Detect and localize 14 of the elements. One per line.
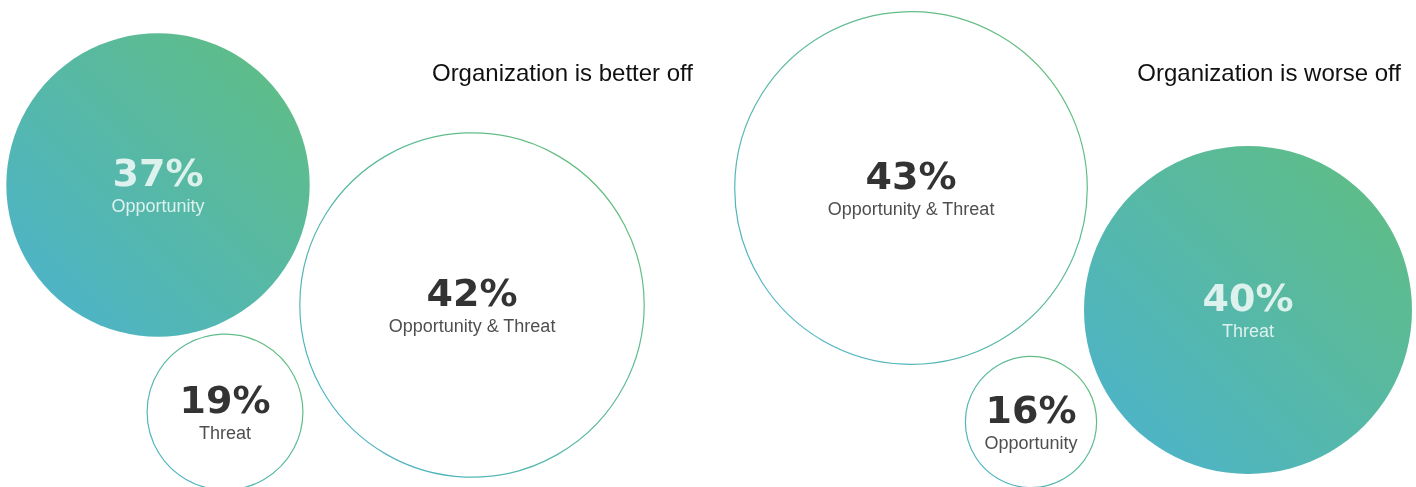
category-label: Opportunity (984, 433, 1078, 453)
text: Organization is worse off (1137, 58, 1402, 86)
data-label: 42% (426, 271, 518, 315)
category-label: Opportunity (111, 196, 205, 216)
data-label: 43% (865, 154, 957, 198)
category-label: Threat (198, 423, 252, 443)
data-label: 19% (179, 378, 271, 422)
category-label: Opportunity & Threat (827, 199, 995, 219)
data-label: 37% (112, 151, 204, 195)
category-label: Opportunity & Threat (388, 316, 556, 336)
data-label: 16% (985, 388, 1077, 432)
category-label: Threat (1221, 321, 1275, 341)
data-label: 40% (1202, 276, 1294, 320)
text: Organization is better off (431, 58, 694, 86)
